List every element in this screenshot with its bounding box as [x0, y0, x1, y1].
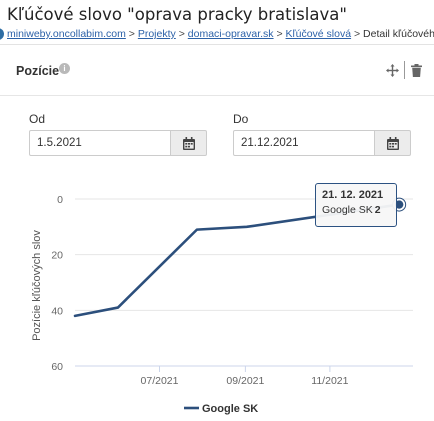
to-calendar-button[interactable] — [375, 130, 411, 156]
card-title: Pozície — [16, 64, 60, 78]
breadcrumb: miniweby.oncollabim.com > Projekty > dom… — [0, 27, 434, 43]
header-divider — [404, 61, 405, 79]
info-icon[interactable]: i — [59, 63, 70, 74]
tooltip-value: 2 — [374, 204, 381, 216]
series-line — [73, 203, 401, 318]
legend-item[interactable]: Google SK — [202, 403, 258, 415]
from-calendar-button[interactable] — [171, 130, 207, 156]
y-tick-label: 20 — [51, 250, 63, 262]
series-point[interactable] — [394, 200, 404, 209]
page-title: Kľúčové slovo "oprava pracky bratislava" — [7, 5, 347, 24]
from-date-input[interactable] — [29, 130, 171, 156]
x-tick-label: 11/2021 — [311, 375, 348, 387]
trash-icon[interactable] — [411, 64, 422, 77]
breadcrumb-items: miniweby.oncollabim.com > Projekty > dom… — [7, 28, 434, 40]
move-icon[interactable] — [386, 64, 399, 77]
card-header: Pozície i — [0, 45, 434, 96]
chart-tooltip: 21. 12. 2021 Google SK 2 — [315, 183, 397, 227]
breadcrumb-separator: > — [353, 28, 361, 40]
breadcrumb-link-site[interactable]: miniweby.oncollabim.com — [7, 28, 126, 40]
breadcrumb-separator: > — [128, 28, 135, 40]
breadcrumb-separator: > — [178, 28, 185, 40]
tooltip-series: Google SK — [322, 204, 373, 216]
x-tick-label: 09/2021 — [226, 375, 264, 387]
y-axis-title: Pozície kľúčových slov — [31, 230, 43, 341]
to-date-input[interactable] — [233, 130, 375, 156]
from-label: Od — [29, 112, 46, 126]
breadcrumb-home-icon[interactable] — [0, 28, 4, 40]
positions-card: Pozície i — [0, 44, 434, 421]
breadcrumb-current: Detail kľúčového slova — [363, 28, 434, 40]
breadcrumb-link-project[interactable]: domaci-opravar.sk — [187, 28, 274, 40]
tooltip-row: Google SK 2 — [322, 204, 390, 216]
y-tick-label: 40 — [51, 305, 63, 317]
to-label: Do — [233, 112, 249, 126]
breadcrumb-link-keywords[interactable]: Kľúčové slová — [285, 28, 352, 40]
calendar-icon — [387, 137, 399, 150]
breadcrumb-separator: > — [276, 28, 283, 40]
calendar-icon — [183, 137, 195, 150]
tooltip-date: 21. 12. 2021 — [322, 189, 384, 201]
positions-chart: 0 20 40 60 07/2021 09/2021 11/2021 Pozície kľúč… — [31, 194, 413, 415]
breadcrumb-link-projects[interactable]: Projekty — [137, 28, 176, 40]
y-tick-label: 0 — [57, 194, 63, 206]
y-tick-label: 60 — [51, 361, 63, 373]
x-tick-label: 07/2021 — [141, 375, 179, 387]
